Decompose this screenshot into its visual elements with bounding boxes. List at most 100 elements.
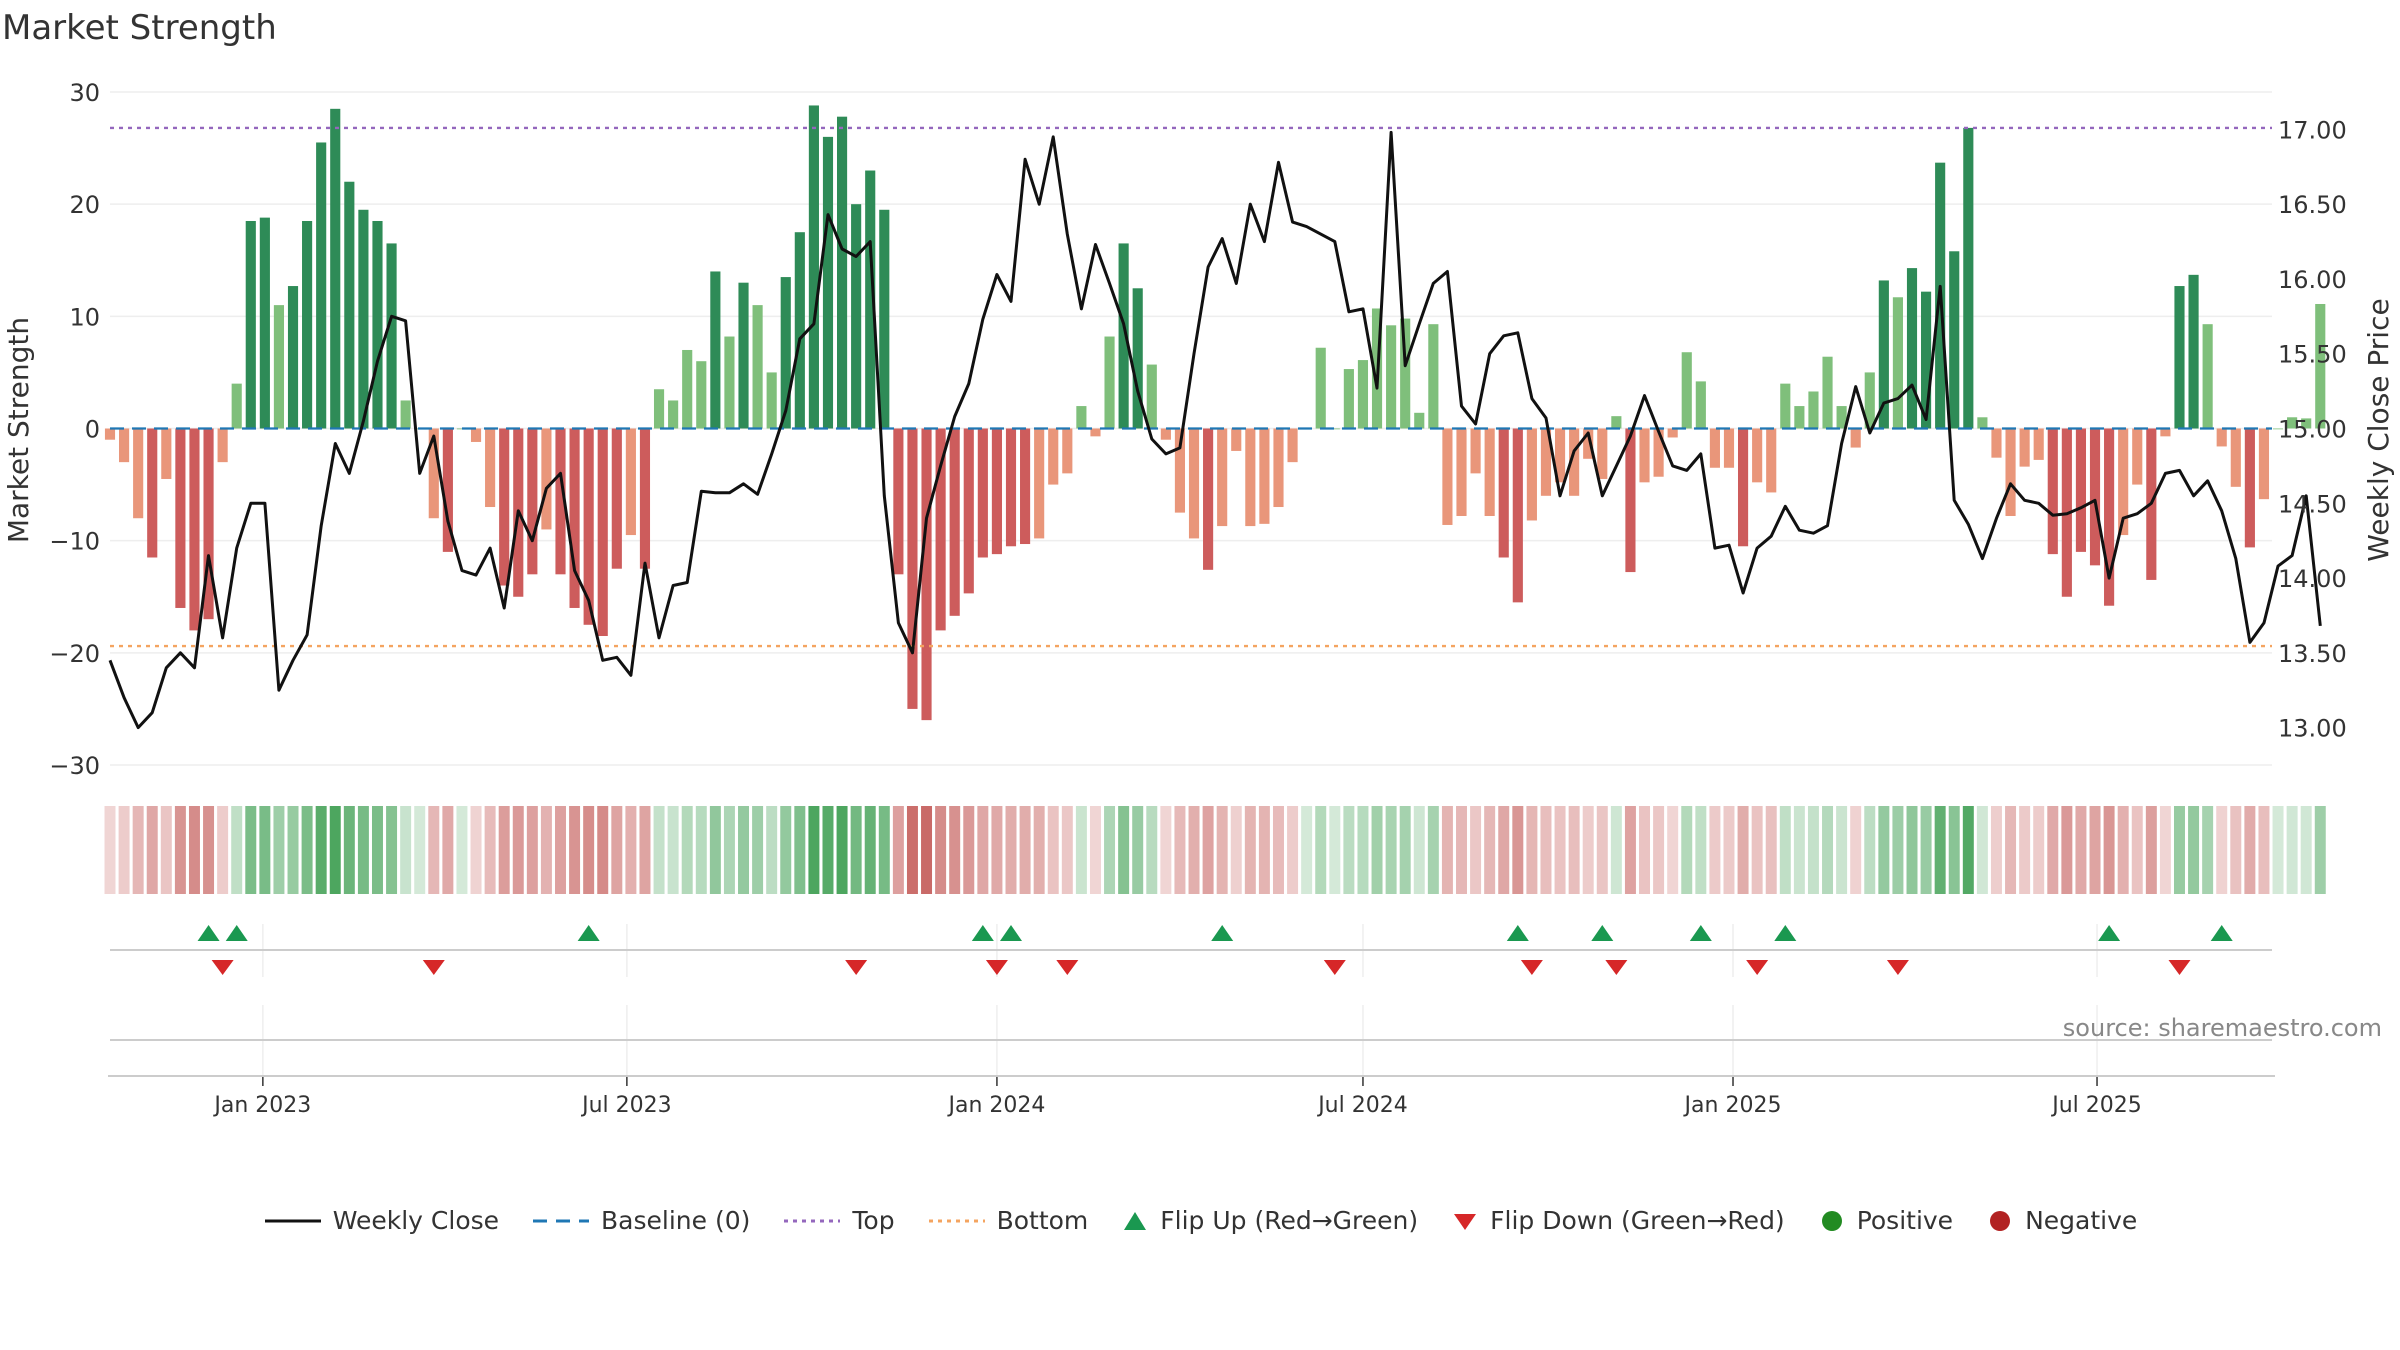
signal-cell xyxy=(498,806,510,894)
left-axis: 30 20 10 0 −10 −20 −30 Market Strength xyxy=(2,79,100,780)
signal-cell xyxy=(203,806,215,894)
legend-label: Bottom xyxy=(996,1206,1089,1235)
y2-axis-label: Weekly Close Price xyxy=(2362,298,2395,561)
strength-bar xyxy=(949,428,960,616)
x-tick-label: Jul 2024 xyxy=(1316,1093,1408,1118)
flip-down-marker xyxy=(1520,960,1543,975)
signal-cell xyxy=(1160,806,1172,894)
signal-cell xyxy=(1667,806,1679,894)
weekly-close-layer xyxy=(108,130,2322,730)
flip-up-marker xyxy=(1591,925,1614,941)
strength-bar xyxy=(1400,318,1411,429)
y2-tick-label: 15.00 xyxy=(2278,416,2347,444)
signal-cell xyxy=(329,806,341,894)
signal-cell xyxy=(569,806,581,894)
signal-cell xyxy=(526,806,538,894)
signal-cell xyxy=(2244,806,2256,894)
flip-up-marker xyxy=(1211,925,1234,941)
strength-bar xyxy=(2019,428,2030,467)
legend-item: Negative xyxy=(1985,1206,2137,1235)
strength-bar xyxy=(1639,428,1650,483)
legend-label: Flip Down (Green→Red) xyxy=(1490,1206,1785,1235)
strength-bar xyxy=(1034,428,1045,539)
strength-bar xyxy=(485,428,496,508)
signal-cell xyxy=(1990,806,2002,894)
signal-cell xyxy=(611,806,623,894)
strength-bar xyxy=(1991,428,2002,458)
strength-bar xyxy=(1386,325,1397,429)
strength-bar xyxy=(203,428,214,620)
strength-bar xyxy=(879,209,890,429)
strength-bar xyxy=(1766,428,1777,493)
signal-cell xyxy=(2033,806,2045,894)
signal-cell xyxy=(892,806,904,894)
strength-bar xyxy=(1850,428,1861,448)
signal-cell xyxy=(2019,806,2031,894)
signal-cell xyxy=(1934,806,1946,894)
signal-cell xyxy=(977,806,989,894)
strength-bar xyxy=(372,220,383,429)
signal-cell xyxy=(160,806,172,894)
flip-up-marker xyxy=(2098,925,2121,941)
signal-cell xyxy=(2173,806,2185,894)
strength-bar xyxy=(1752,428,1763,483)
y2-tick-label: 13.50 xyxy=(2278,640,2347,668)
signal-cell xyxy=(653,806,665,894)
flip-markers xyxy=(197,925,2233,975)
strength-bar xyxy=(865,170,876,429)
strength-bar xyxy=(1921,291,1932,429)
strength-bar xyxy=(1357,360,1369,429)
signal-cell xyxy=(512,806,524,894)
strength-bar xyxy=(1780,383,1791,429)
strength-bar xyxy=(1160,428,1171,440)
signal-cell xyxy=(864,806,876,894)
strength-bar xyxy=(738,282,749,429)
signal-cell xyxy=(766,806,778,894)
signal-cell xyxy=(1723,806,1735,894)
strength-bar xyxy=(2160,428,2171,437)
signal-cell xyxy=(625,806,637,894)
signal-cell xyxy=(921,806,933,894)
strength-bar xyxy=(330,108,341,429)
strength-bar xyxy=(1977,417,1988,429)
signal-cell xyxy=(667,806,679,894)
strength-bar xyxy=(1878,280,1889,429)
strength-bar xyxy=(316,142,327,429)
signal-cell xyxy=(1737,806,1749,894)
flip-down-marker xyxy=(2168,960,2191,975)
signal-cell xyxy=(1709,806,1721,894)
strength-bar xyxy=(597,428,608,637)
strength-bar xyxy=(1188,428,1200,539)
flip-down-marker xyxy=(1323,960,1346,975)
strength-bar xyxy=(1048,428,1059,485)
signal-cell xyxy=(1639,806,1651,894)
strength-bar xyxy=(2287,417,2298,429)
flip-up-marker xyxy=(1689,925,1712,941)
y2-tick-label: 16.00 xyxy=(2278,266,2347,294)
strength-bar xyxy=(231,383,242,429)
signal-cell xyxy=(259,806,271,894)
signal-cell xyxy=(1075,806,1087,894)
signal-cell xyxy=(2117,806,2129,894)
signal-cell xyxy=(2202,806,2214,894)
signal-cell xyxy=(414,806,426,894)
strength-bar xyxy=(1737,428,1749,547)
signal-cell xyxy=(343,806,355,894)
strength-bar xyxy=(963,428,974,594)
strength-bar xyxy=(1062,428,1073,474)
x-axis: Jan 2023 Jul 2023 Jan 2024 Jul 2024 Jan 2025… xyxy=(108,1075,2275,1118)
signal-cell xyxy=(780,806,792,894)
signal-cell xyxy=(2300,806,2312,894)
signal-cell xyxy=(1371,806,1383,894)
strength-bar xyxy=(583,428,594,625)
signal-cell xyxy=(1456,806,1467,894)
strength-bar xyxy=(1794,406,1805,429)
signal-cell xyxy=(1498,806,1510,894)
signal-cell xyxy=(1526,806,1538,894)
strength-bar xyxy=(470,428,482,442)
strength-bar xyxy=(1808,391,1819,429)
signal-cell xyxy=(935,806,947,894)
signal-cell xyxy=(1906,806,1918,894)
y2-tick-label: 15.50 xyxy=(2278,341,2347,369)
